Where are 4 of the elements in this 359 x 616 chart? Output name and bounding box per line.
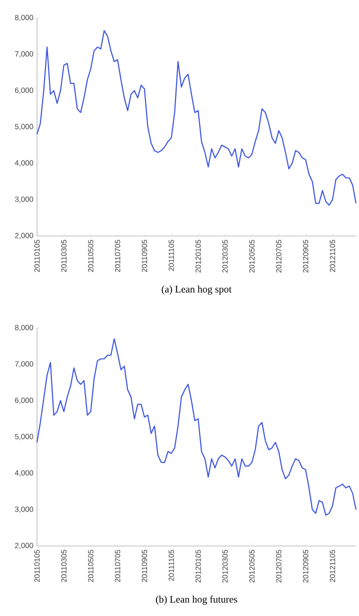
line-series bbox=[36, 338, 357, 516]
text: (a) Lean hog spot bbox=[162, 286, 232, 295]
text: (b) Lean hog futures bbox=[156, 596, 238, 605]
line-series bbox=[36, 30, 357, 206]
